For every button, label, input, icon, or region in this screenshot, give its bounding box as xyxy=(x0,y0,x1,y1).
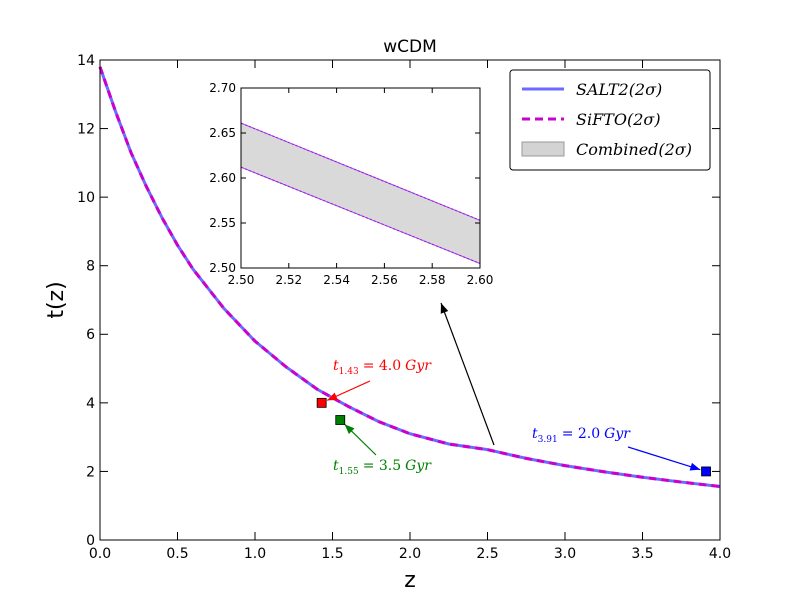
x-tick-label: 2.60 xyxy=(467,273,494,287)
annotation-subscript: 1.55 xyxy=(339,467,359,477)
annotation-symbol: t xyxy=(333,458,339,474)
y-tick-label: 6 xyxy=(86,327,95,343)
x-tick-label: 0.0 xyxy=(89,546,111,562)
annotation: t1.55 = 3.5 Gyr xyxy=(333,458,432,477)
annotation-unit: Gyr xyxy=(405,458,432,474)
legend-swatch xyxy=(521,141,565,157)
x-tick-label: 0.5 xyxy=(166,546,188,562)
line xyxy=(240,122,481,221)
y-tick-label: 8 xyxy=(86,259,95,275)
legend-label: SALT2(2σ) xyxy=(576,80,662,99)
y-tick-label: 2.70 xyxy=(209,81,236,95)
y-tick-label: 14 xyxy=(77,53,95,69)
annotation-unit: Gyr xyxy=(405,358,432,374)
x-tick-label: 2.54 xyxy=(323,273,350,287)
x-tick-label: 2.50 xyxy=(228,273,255,287)
y-axis-label: t(z) xyxy=(44,281,69,318)
annotation-symbol: t xyxy=(333,358,339,374)
y-tick-label: 4 xyxy=(86,396,95,412)
x-tick-label: 1.5 xyxy=(321,546,343,562)
legend-label: SiFTO(2σ) xyxy=(576,110,661,129)
line xyxy=(98,66,721,489)
x-tick-label: 2.5 xyxy=(476,546,498,562)
x-axis-label: z xyxy=(404,568,416,593)
legend-label: Combined(2σ) xyxy=(576,140,692,159)
annotation-text: = 3.5 xyxy=(363,458,401,474)
arrow-head xyxy=(327,392,338,401)
x-tick-label: 2.56 xyxy=(371,273,398,287)
annotation-text: = 4.0 xyxy=(363,358,401,374)
annotation-subscript: 3.91 xyxy=(538,435,558,445)
annotation-unit: Gyr xyxy=(604,426,631,442)
annotation-text: = 2.0 xyxy=(562,426,600,442)
y-tick-label: 2 xyxy=(86,464,95,480)
point-marker xyxy=(701,466,711,477)
x-tick-label: 4.0 xyxy=(709,546,731,562)
line xyxy=(240,166,481,264)
annotation-arrow xyxy=(440,302,495,446)
y-tick-label: 2.65 xyxy=(209,126,236,140)
annotation-subscript: 1.43 xyxy=(339,367,359,377)
x-tick-label: 3.0 xyxy=(554,546,576,562)
y-tick-label: 2.55 xyxy=(209,216,236,230)
y-tick-label: 0 xyxy=(86,533,95,549)
y-tick-label: 2.60 xyxy=(209,171,236,185)
x-tick-label: 2.52 xyxy=(275,273,302,287)
x-tick-label: 2.58 xyxy=(419,273,446,287)
arrow-head xyxy=(344,424,355,435)
chart-title: wCDM xyxy=(383,37,437,57)
point-marker xyxy=(316,397,327,408)
annotation-symbol: t xyxy=(532,426,538,442)
x-tick-label: 1.0 xyxy=(244,546,266,562)
x-tick-label: 2.0 xyxy=(399,546,421,562)
x-tick-label: 3.5 xyxy=(631,546,653,562)
annotation: t1.43 = 4.0 Gyr xyxy=(333,358,432,377)
arrow-head xyxy=(689,462,701,471)
point-marker xyxy=(335,415,346,425)
y-tick-label: 12 xyxy=(77,121,95,137)
annotation: t3.91 = 2.0 Gyr xyxy=(532,426,631,445)
band xyxy=(241,123,480,264)
y-tick-label: 2.50 xyxy=(209,261,236,275)
arrow-head xyxy=(440,303,449,314)
annotation-arrow xyxy=(627,446,701,471)
y-tick-label: 10 xyxy=(77,190,95,206)
